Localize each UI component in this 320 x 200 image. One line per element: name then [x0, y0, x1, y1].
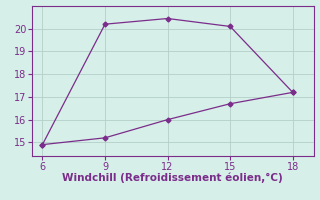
X-axis label: Windchill (Refroidissement éolien,°C): Windchill (Refroidissement éolien,°C) — [62, 173, 283, 183]
